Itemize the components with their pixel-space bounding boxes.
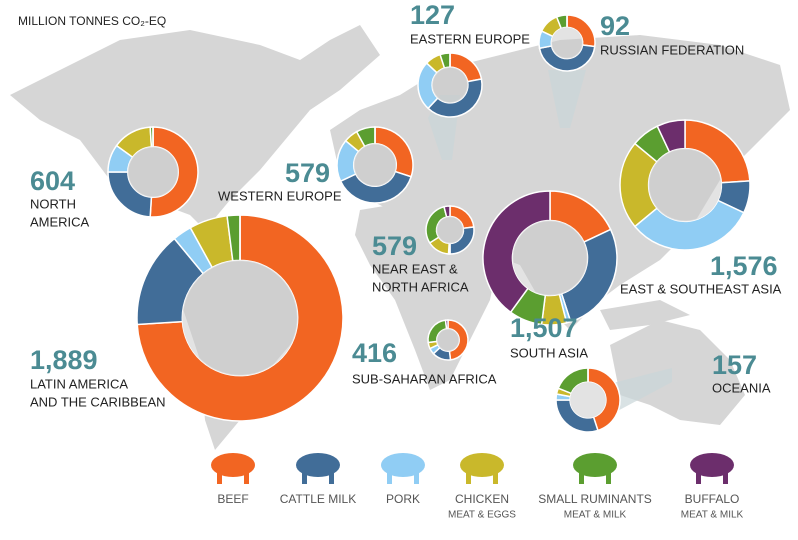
region-total: 604 — [30, 166, 75, 196]
region-total: 127 — [410, 0, 455, 30]
region-name: EASTERN EUROPE — [410, 31, 530, 46]
legend-item: PORK — [381, 453, 425, 506]
donut — [425, 205, 475, 255]
region-name: AMERICA — [30, 214, 90, 229]
donut-hole — [436, 328, 460, 352]
donut — [555, 367, 621, 433]
legend-label: CHICKEN — [455, 492, 509, 506]
donut-hole — [127, 146, 179, 198]
donut-hole — [182, 260, 298, 376]
legend-note: MEAT & MILK — [564, 510, 627, 521]
legend-label: BUFFALO — [685, 492, 740, 506]
region-name: NORTH — [30, 196, 76, 211]
donut-hole — [436, 216, 464, 244]
region-name: OCEANIA — [712, 380, 771, 395]
region-total: 1,576 — [710, 251, 778, 281]
donut-hole — [512, 220, 588, 296]
legend-icon-leg — [414, 470, 419, 484]
legend-label: SMALL RUMINANTS — [538, 492, 652, 506]
legend-icon-leg — [579, 470, 584, 484]
donut-hole — [570, 382, 606, 418]
legend-icon-leg — [493, 470, 498, 484]
region-total: 1,507 — [510, 313, 578, 343]
region-total: 157 — [712, 350, 757, 380]
donut-segment — [444, 319, 449, 330]
legend-icon-leg — [244, 470, 249, 484]
legend-note: MEAT & EGGS — [448, 510, 516, 521]
legend-icon-leg — [723, 470, 728, 484]
region-total: 579 — [372, 231, 417, 261]
donut — [136, 214, 344, 422]
donut — [427, 319, 469, 361]
legend-label: BEEF — [217, 492, 248, 506]
legend-label: CATTLE MILK — [280, 492, 356, 506]
legend-note: MEAT & MILK — [681, 510, 744, 521]
legend-icon-leg — [217, 470, 222, 484]
region-name: AND THE CARIBBEAN — [30, 394, 166, 409]
region-total: 92 — [600, 11, 630, 41]
region-name: RUSSIAN FEDERATION — [600, 42, 744, 57]
legend-icon-leg — [466, 470, 471, 484]
donut — [107, 126, 199, 218]
donut-hole — [432, 67, 468, 103]
region-name: SOUTH ASIA — [510, 345, 588, 360]
legend-icon-leg — [302, 470, 307, 484]
legend-icon-leg — [329, 470, 334, 484]
region-name: LATIN AMERICA — [30, 376, 128, 391]
legend-item: BUFFALO MEAT & MILK — [681, 453, 744, 521]
region-total: 1,889 — [30, 345, 98, 375]
legend-item: CHICKEN MEAT & EGGS — [448, 453, 516, 521]
donut-hole — [648, 148, 722, 222]
donut — [417, 52, 483, 118]
legend-icon-leg — [696, 470, 701, 484]
donut — [482, 190, 618, 326]
legend-label: PORK — [386, 492, 420, 506]
donut — [538, 14, 596, 72]
legend-icon-leg — [387, 470, 392, 484]
legend-item: BEEF — [211, 453, 255, 506]
region-name: EAST & SOUTHEAST ASIA — [620, 281, 782, 296]
chart-title: MILLION TONNES CO₂-EQ — [18, 14, 166, 28]
region-name: NORTH AFRICA — [372, 279, 469, 294]
donut-hole — [353, 143, 397, 187]
legend-icon-leg — [606, 470, 611, 484]
donut — [619, 119, 751, 251]
region-name: WESTERN EUROPE — [218, 188, 342, 203]
legend-item: CATTLE MILK — [280, 453, 356, 506]
region-total: 579 — [285, 158, 330, 188]
region-total: 416 — [352, 338, 397, 368]
donut-hole — [551, 27, 583, 59]
legend-item: SMALL RUMINANTS MEAT & MILK — [538, 453, 652, 521]
region-name: SUB-SAHARAN AFRICA — [352, 371, 497, 386]
region-name: NEAR EAST & — [372, 261, 458, 276]
donut — [336, 126, 414, 204]
